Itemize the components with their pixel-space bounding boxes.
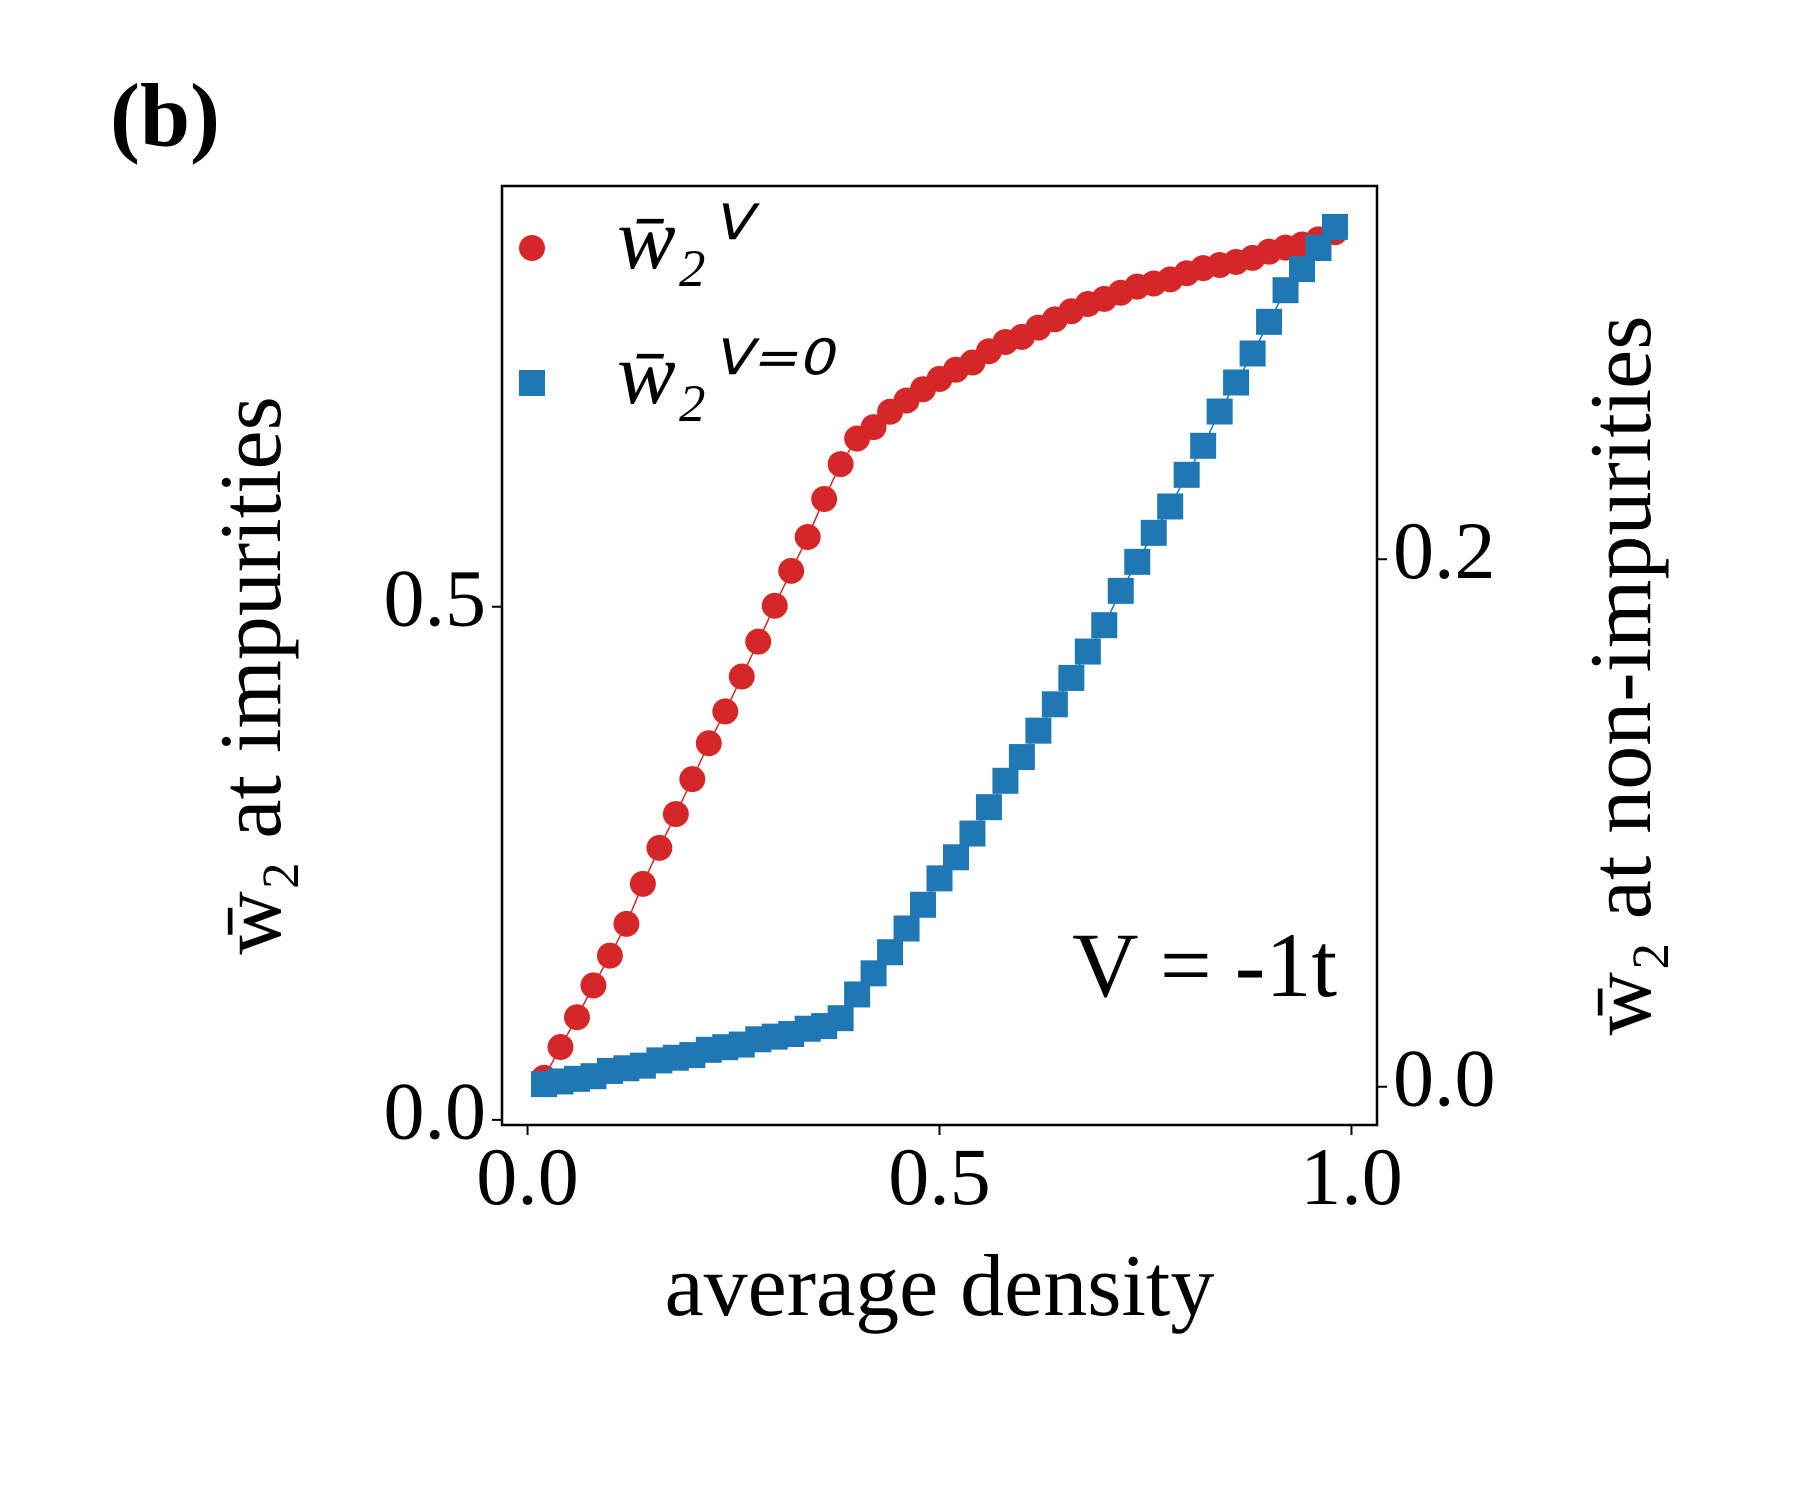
square-marker: [827, 1005, 854, 1032]
x-tick-label: 0.0: [476, 1131, 579, 1222]
square-marker: [1190, 432, 1217, 459]
circle-marker: [860, 414, 887, 441]
square-marker: [1321, 213, 1348, 240]
square-marker: [1058, 664, 1085, 691]
circle-marker: [580, 972, 607, 999]
square-marker: [1025, 717, 1052, 744]
square-marker: [1173, 461, 1200, 488]
circle-marker: [563, 1004, 590, 1031]
x-tick-label: 0.5: [888, 1131, 991, 1222]
y-axis-label: w̄₂ at impurities: [203, 396, 300, 955]
circle-marker: [662, 801, 689, 828]
square-marker: [1074, 638, 1101, 665]
circle-marker: [827, 451, 854, 478]
square-marker: [1091, 612, 1118, 639]
square-marker: [1008, 744, 1035, 771]
y2-tick-label: 0.2: [1393, 505, 1496, 596]
circle-marker: [728, 663, 755, 690]
circle-marker: [596, 942, 623, 969]
annotation: V = -1t: [1072, 914, 1337, 1016]
circle-marker: [761, 592, 788, 619]
square-marker: [975, 794, 1002, 821]
y-tick-label: 0.0: [384, 1066, 487, 1157]
circle-marker: [613, 910, 640, 937]
square-marker: [910, 891, 937, 918]
x-tick-label: 1.0: [1300, 1131, 1403, 1222]
square-marker: [959, 820, 986, 847]
y-tick-label: 0.5: [384, 553, 487, 644]
circle-marker: [679, 766, 706, 793]
square-marker: [1107, 577, 1134, 604]
square-marker: [1223, 369, 1250, 396]
square-marker: [1157, 493, 1184, 520]
circle-marker: [794, 523, 821, 550]
circle-marker: [547, 1034, 574, 1061]
plot-frame: [500, 184, 1379, 1127]
circle-marker: [695, 730, 722, 757]
square-marker: [1206, 398, 1233, 425]
legend-label: w̄₂ⱽ: [617, 191, 760, 288]
legend-marker: [519, 370, 545, 396]
square-marker: [893, 915, 920, 942]
y2-tick-label: 0.0: [1393, 1033, 1496, 1124]
circle-marker: [646, 834, 673, 861]
x-axis-label: average density: [665, 1238, 1215, 1335]
square-marker: [942, 844, 969, 871]
circle-marker: [745, 628, 772, 655]
square-marker: [992, 767, 1019, 794]
circle-marker: [712, 698, 739, 725]
circle-marker: [811, 486, 838, 512]
square-marker: [877, 939, 904, 966]
circle-marker: [778, 557, 805, 584]
square-marker: [1124, 548, 1151, 575]
circle-marker: [629, 870, 656, 897]
square-marker: [1256, 308, 1283, 335]
panel-label: (b): [110, 67, 220, 166]
square-marker: [1041, 691, 1068, 718]
y2-axis-label: w̄₂ at non-impurities: [1573, 316, 1670, 1036]
square-marker: [1140, 519, 1167, 546]
legend-label: w̄₂ⱽ⁼⁰: [617, 326, 838, 423]
square-marker: [1239, 340, 1266, 367]
legend-marker: [519, 235, 545, 261]
